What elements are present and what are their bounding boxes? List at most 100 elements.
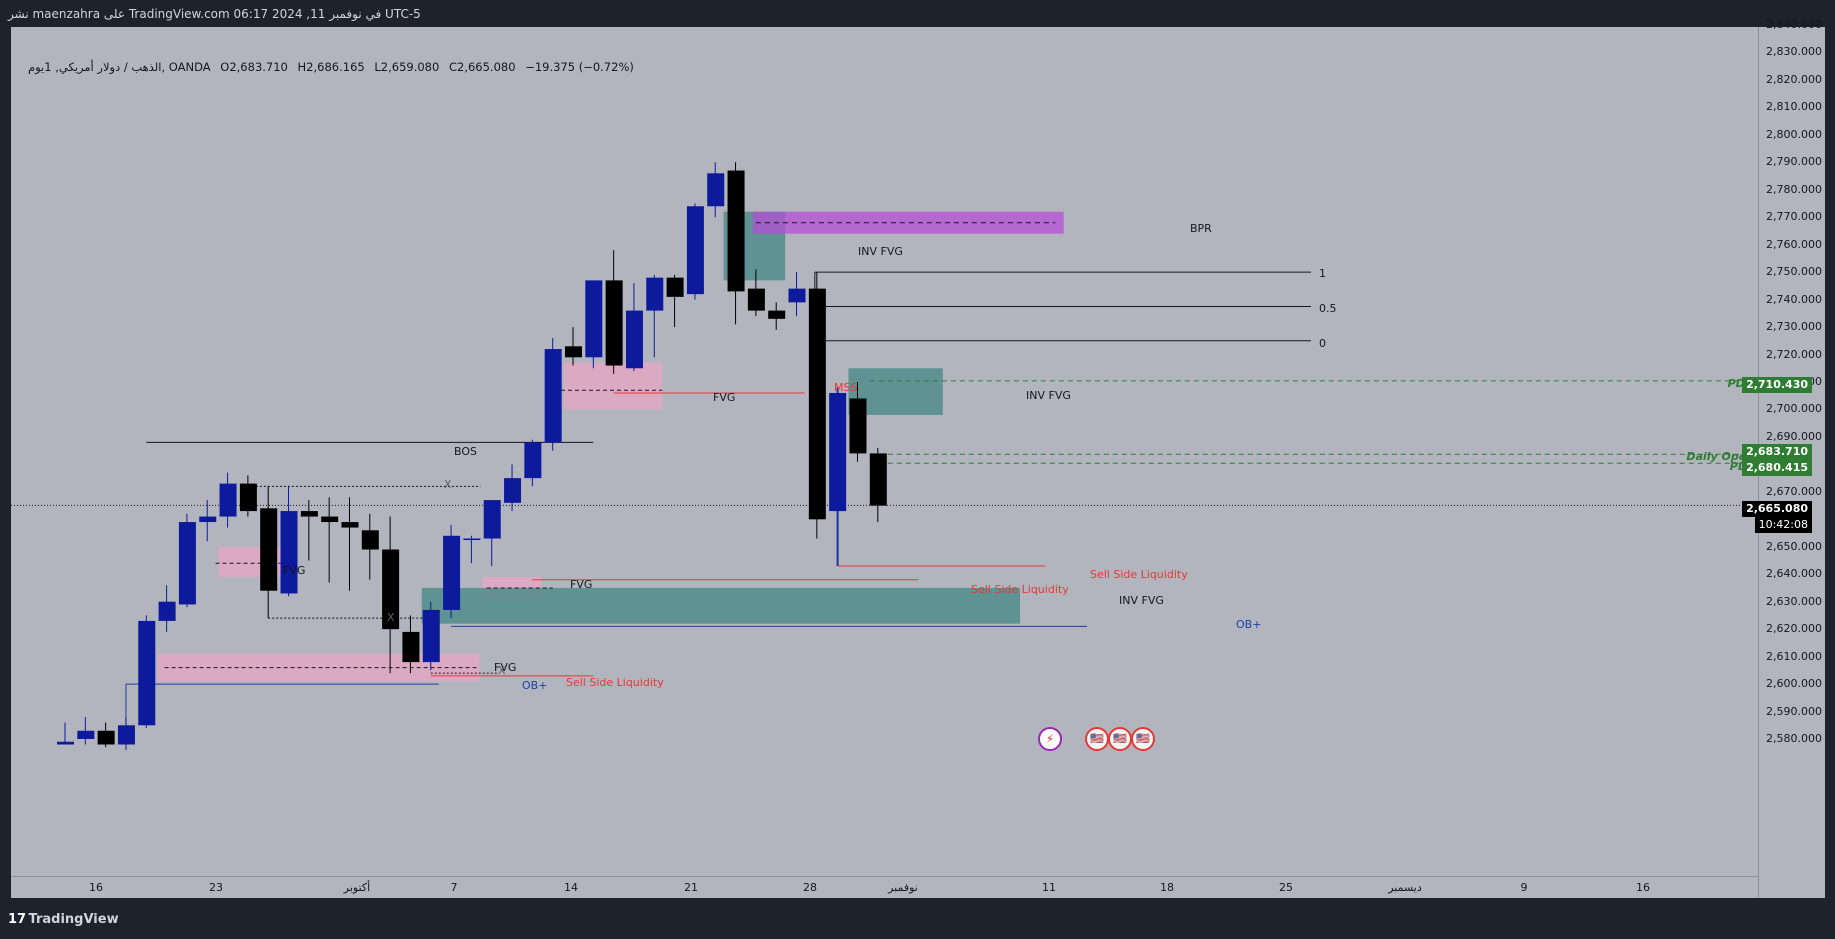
candle-body-32 [707,173,725,207]
time-tick: 28 [803,881,817,894]
fvg-label-2: FVG [283,564,306,577]
daily-open-line-label: Daily Open [1686,450,1754,463]
high-value: H2,686.165 [297,60,365,74]
candle-body-29 [646,277,664,311]
candle-body-3 [117,725,135,745]
candle-body-17 [402,631,420,663]
candle-body-0 [57,741,74,745]
candlestick-chart[interactable] [11,27,1758,898]
price-tick: 2,770.000 [1766,210,1822,224]
candle-body-10 [260,508,278,591]
candle-body-15 [361,530,379,550]
candle-body-25 [565,346,582,358]
time-tick: نوفمبر [888,881,918,894]
sell-side-liquidity-label-1: Sell Side Liquidity [1090,568,1188,581]
price-tick: 2,640.000 [1766,567,1822,581]
footer-bar: 17 TradingView [0,898,1835,939]
candle-body-30 [666,277,684,297]
price-tick: 2,840.000 [1766,18,1822,31]
inv-fvg-label-1: INV FVG [1026,389,1071,402]
time-tick: 9 [1520,881,1528,894]
price-tick: 2,610.000 [1766,649,1822,663]
time-tick: 21 [684,881,698,894]
candle-body-31 [686,206,704,295]
time-tick: 14 [564,881,578,894]
price-tick: 2,650.000 [1766,539,1822,553]
candle-body-12 [300,511,318,517]
candle-body-8 [219,483,237,517]
candle-body-36 [788,288,806,303]
bos-label: BOS [454,445,477,458]
time-tick: 23 [209,881,223,894]
open-value: O2,683.710 [220,60,288,74]
x-label-3: X [498,664,506,677]
candle-body-24 [544,349,562,443]
tradingview-logo[interactable]: 17 TradingView [8,912,119,927]
fib-level-0: 0 [1319,337,1326,350]
fib-level-05: 0.5 [1319,302,1337,315]
price-tick: 2,580.000 [1766,732,1822,745]
candle-body-11 [280,511,298,594]
price-axis[interactable]: 2,840.000 2,830.000 2,820.000 2,810.000 2,80… [1742,18,1825,898]
time-tick: أكتوبر [343,881,371,894]
candle-body-13 [321,516,339,523]
price-tick: 2,670.000 [1766,484,1822,498]
chart-pane[interactable]: الذهب / دولار أمريكي, 1يوم, OANDA O2,683… [11,27,1758,898]
pdl-price-tag: 2,680.415 [1742,460,1812,476]
price-tick: 2,740.000 [1766,292,1822,306]
sell-side-liquidity-label-3: Sell Side Liquidity [566,676,664,689]
dividend-event-icon[interactable]: ⚡ [1038,727,1062,751]
price-tick: 2,720.000 [1766,347,1822,361]
price-tick: 2,750.000 [1766,265,1822,279]
symbol-name[interactable]: الذهب / دولار أمريكي, 1يوم, OANDA [28,60,211,74]
price-tick: 2,600.000 [1766,677,1822,691]
candle-body-40 [869,453,887,506]
price-tick: 2,700.000 [1766,402,1822,416]
price-tick: 2,810.000 [1766,100,1822,114]
candle-body-18 [422,609,440,663]
x-label-1: X [444,478,452,491]
candle-body-35 [768,310,786,319]
candle-body-19 [443,535,461,610]
price-tick: 2,630.000 [1766,594,1822,608]
candle-body-1 [77,730,95,739]
price-tick: 2,590.000 [1766,704,1822,718]
candle-body-23 [524,442,542,479]
time-axis[interactable]: 16 23 أكتوبر 7 14 21 28 نوفمبر 11 18 25 ديسمبر 9 16 [11,876,1758,899]
inv-fvg-label-3: INV FVG [858,245,903,258]
time-tick: 16 [1636,881,1650,894]
inv-fvg-zone-lower [421,587,1021,624]
publish-info: نشر maenzahra على TradingView.com في نوف… [8,7,421,21]
candle-body-26 [585,280,603,358]
low-value: L2,659.080 [374,60,440,74]
us-flag-event-icon-3[interactable]: 🇺🇸 [1131,727,1155,751]
mss-label: MSS [834,381,858,394]
candle-body-7 [199,516,217,523]
price-tick: 2,730.000 [1766,320,1822,334]
publish-header: نشر maenzahra على TradingView.com في نوف… [0,0,1835,27]
close-value: C2,665.080 [448,60,516,74]
candle-body-33 [727,170,745,292]
candle-body-27 [605,280,623,366]
fib-level-1: 1 [1319,267,1326,280]
last-price-tag: 2,665.080 [1742,501,1812,517]
candle-body-37 [808,288,826,520]
symbol-legend: الذهب / دولار أمريكي, 1يوم, OANDA O2,683… [28,60,640,74]
candle-body-9 [239,483,257,512]
fvg-label-1: FVG [713,391,736,404]
candle-body-2 [97,730,115,745]
us-flag-event-icon-1[interactable]: 🇺🇸 [1085,727,1109,751]
fvg-label-3: FVG [570,578,593,591]
candle-body-16 [382,549,400,630]
candle-body-21 [483,500,501,539]
us-flag-event-icon-2[interactable]: 🇺🇸 [1108,727,1132,751]
time-tick: ديسمبر [1388,881,1422,894]
time-tick: 16 [89,881,103,894]
countdown-tag: 10:42:08 [1754,517,1812,533]
ob-plus-label-2: OB+ [522,679,548,692]
candle-body-5 [158,601,176,621]
daily-open-price-tag: 2,683.710 [1742,444,1812,460]
candle-body-6 [178,522,196,605]
change-value: −19.375 (−0.72%) [525,60,634,74]
candle-body-20 [463,538,481,541]
